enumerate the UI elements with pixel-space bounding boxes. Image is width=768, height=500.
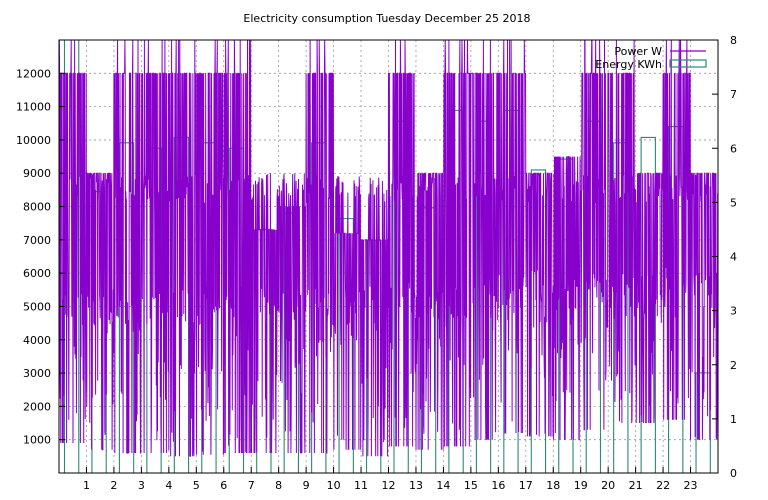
x-tick-label: 2	[110, 479, 117, 492]
y-left-tick-label: 3000	[23, 367, 51, 380]
power-line	[58, 39, 719, 457]
y-right-tick-label: 4	[730, 251, 737, 264]
y-right-tick-label: 5	[730, 196, 737, 209]
x-tick-label: 11	[354, 479, 368, 492]
x-tick-label: 17	[519, 479, 533, 492]
y-left-tick-label: 7000	[23, 234, 51, 247]
x-tick-label: 16	[491, 479, 505, 492]
chart-title: Electricity consumption Tuesday December…	[243, 12, 530, 25]
power-series	[58, 39, 719, 457]
y-right-tick-label: 7	[730, 88, 737, 101]
x-tick-label: 4	[165, 479, 172, 492]
x-tick-label: 13	[409, 479, 423, 492]
x-tick-label: 6	[220, 479, 227, 492]
x-tick-label: 20	[601, 479, 615, 492]
y-left-tick-label: 2000	[23, 400, 51, 413]
x-tick-label: 3	[138, 479, 145, 492]
y-right-tick-label: 3	[730, 305, 737, 318]
x-tick-label: 12	[382, 479, 396, 492]
x-tick-label: 21	[629, 479, 643, 492]
y-left-tick-label: 4000	[23, 334, 51, 347]
legend: Power W Energy KWh	[595, 45, 707, 71]
x-tick-label: 9	[303, 479, 310, 492]
y-right-tick-label: 1	[730, 413, 737, 426]
x-tick-label: 7	[248, 479, 255, 492]
y-right-tick-label: 6	[730, 142, 737, 155]
x-tick-label: 22	[656, 479, 670, 492]
y-left-tick-label: 12000	[16, 67, 51, 80]
y-right-tick-label: 0	[730, 467, 737, 480]
y-right-tick-label: 2	[730, 359, 737, 372]
y-left-tick-label: 8000	[23, 201, 51, 214]
x-tick-label: 8	[275, 479, 282, 492]
y-left-tick-label: 9000	[23, 167, 51, 180]
legend-label-energy: Energy KWh	[595, 58, 662, 71]
x-tick-label: 15	[464, 479, 478, 492]
legend-swatch-energy	[669, 59, 707, 68]
x-tick-label: 1	[83, 479, 90, 492]
x-tick-label: 23	[684, 479, 698, 492]
y-left-tick-label: 5000	[23, 300, 51, 313]
y-left-tick-label: 1000	[23, 434, 51, 447]
y-left-tick-label: 6000	[23, 267, 51, 280]
y-left-tick-label: 10000	[16, 134, 51, 147]
x-tick-label: 10	[327, 479, 341, 492]
y-left-tick-label: 11000	[16, 101, 51, 114]
x-tick-label: 18	[546, 479, 560, 492]
y-right-tick-label: 8	[730, 34, 737, 47]
legend-label-power: Power W	[614, 45, 662, 58]
x-tick-label: 14	[436, 479, 450, 492]
axes: 1000 2000 3000 4000 5000 6000 7000 8000 9000 1000…	[16, 34, 737, 492]
energy-bar	[338, 218, 354, 473]
x-tick-label: 19	[574, 479, 588, 492]
x-tick-label: 5	[193, 479, 200, 492]
